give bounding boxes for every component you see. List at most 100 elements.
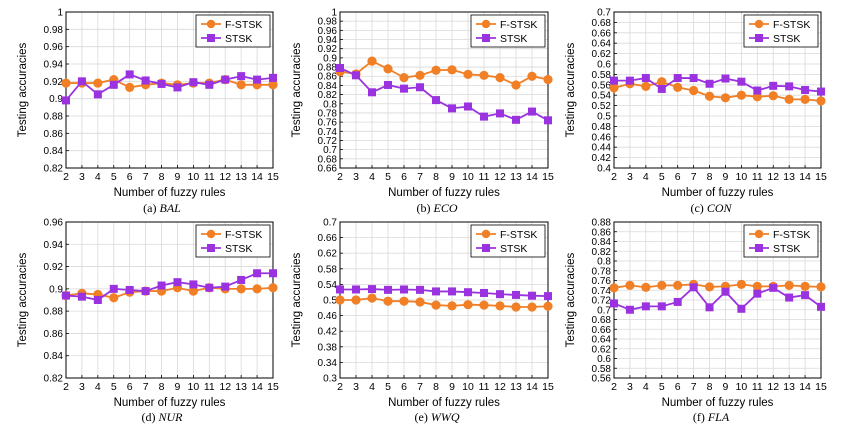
panel-caption: (e) WWQ — [415, 410, 460, 424]
data-point-f-stsk — [816, 96, 826, 106]
x-tick-label: 8 — [159, 171, 165, 183]
data-point-f-stsk — [657, 280, 667, 290]
y-tick-label: 0.88 — [592, 218, 612, 229]
legend-marker — [206, 19, 216, 29]
x-tick-label: 2 — [337, 381, 343, 393]
data-point-stsk — [62, 96, 70, 105]
x-tick-label: 7 — [691, 171, 697, 183]
y-tick-label: 0.5 — [323, 296, 337, 307]
y-tick-label: 0.86 — [44, 329, 64, 340]
data-point-f-stsk — [609, 283, 619, 293]
data-point-f-stsk — [673, 280, 683, 290]
chart-panel-wwq: 0.3 0.34 0.38 0.42 0.46 0.5 0.54 0.58 0.62 0.66 0.… — [291, 218, 554, 425]
y-tick-label: 1 — [331, 8, 337, 19]
data-point-stsk — [125, 70, 134, 79]
data-point-stsk — [384, 80, 392, 89]
y-tick-label: 0.84 — [44, 146, 64, 157]
data-point-f-stsk — [495, 301, 505, 311]
data-point-stsk — [737, 304, 746, 313]
panel-caption: (a) BAL — [143, 201, 181, 215]
data-point-stsk — [464, 288, 472, 297]
y-tick-label: 0.46 — [592, 132, 612, 143]
x-tick-label: 6 — [675, 381, 681, 393]
data-point-stsk — [641, 74, 650, 83]
data-point-f-stsk — [383, 296, 393, 306]
data-point-stsk — [173, 83, 182, 92]
data-point-f-stsk — [415, 297, 425, 307]
data-point-f-stsk — [511, 80, 521, 90]
y-tick-label: 0.7 — [597, 305, 611, 316]
data-point-stsk — [109, 80, 118, 89]
y-tick-label: 0.46 — [318, 311, 338, 322]
data-point-f-stsk — [704, 282, 715, 292]
data-point-stsk — [253, 75, 262, 84]
data-point-f-stsk — [800, 94, 810, 104]
x-tick-label: 10 — [736, 171, 748, 183]
y-axis-label: Testing accuracies — [291, 252, 303, 347]
panel-caption: (d) NUR — [142, 410, 184, 424]
y-tick-label: 0.62 — [592, 49, 612, 60]
x-tick-label: 10 — [462, 171, 474, 183]
x-tick-label: 15 — [542, 381, 554, 393]
y-tick-label: 0.34 — [318, 358, 338, 369]
data-point-f-stsk — [447, 65, 457, 75]
legend: F-STSK STSK — [195, 224, 271, 258]
x-tick-label: 6 — [675, 171, 681, 183]
x-tick-label: 3 — [79, 171, 85, 183]
x-tick-label: 4 — [95, 381, 101, 393]
legend-marker — [754, 229, 764, 239]
y-tick-label: 0.98 — [44, 25, 64, 36]
x-tick-label: 6 — [127, 381, 133, 393]
x-tick-label: 7 — [691, 381, 697, 393]
data-point-stsk — [769, 81, 778, 90]
data-point-f-stsk — [689, 85, 699, 96]
y-tick-label: 0.74 — [318, 127, 338, 138]
data-point-f-stsk — [415, 70, 425, 80]
x-tick-label: 10 — [736, 381, 748, 393]
x-tick-label: 2 — [63, 381, 69, 393]
data-point-stsk — [689, 74, 698, 83]
data-point-stsk — [205, 283, 214, 292]
y-tick-label: 0.42 — [592, 153, 612, 164]
chart-panel-fla: 0.560.580.60.620.640.660.680.70.720.740.… — [565, 218, 827, 425]
data-point-f-stsk — [673, 82, 683, 92]
data-point-stsk — [400, 285, 408, 294]
y-tick-label: 0.48 — [592, 122, 612, 133]
legend-label: STSK — [225, 33, 252, 45]
y-tick-label: 0.5 — [597, 112, 611, 123]
legend: F-STSK STSK — [195, 14, 271, 48]
data-point-stsk — [610, 299, 618, 308]
data-point-stsk — [817, 302, 825, 311]
data-point-f-stsk — [543, 301, 553, 311]
x-axis-label: Number of fuzzy rules — [388, 397, 500, 409]
data-point-stsk — [189, 78, 198, 87]
data-point-stsk — [817, 87, 825, 96]
data-point-stsk — [753, 86, 762, 95]
y-tick-label: 0.94 — [44, 60, 64, 71]
y-tick-label: 0.9 — [49, 94, 63, 105]
y-tick-label: 0.92 — [318, 44, 338, 55]
x-tick-label: 5 — [385, 171, 391, 183]
data-point-stsk — [544, 292, 552, 301]
y-tick-label: 0.82 — [592, 247, 612, 258]
y-tick-label: 0.96 — [44, 218, 64, 229]
data-point-f-stsk — [367, 56, 377, 66]
y-tick-label: 0.6 — [597, 354, 611, 365]
x-tick-label: 4 — [643, 381, 649, 393]
data-point-stsk — [705, 79, 714, 88]
data-point-stsk — [253, 269, 262, 278]
data-point-stsk — [785, 82, 794, 91]
legend-label: F-STSK — [225, 229, 262, 241]
legend-marker — [755, 34, 763, 42]
x-tick-label: 15 — [267, 171, 279, 183]
y-tick-label: 0.56 — [592, 80, 612, 91]
data-point-f-stsk — [188, 286, 198, 296]
y-tick-label: 0.84 — [318, 81, 338, 92]
data-point-stsk — [512, 115, 520, 124]
x-tick-label: 11 — [752, 171, 763, 183]
data-point-f-stsk — [109, 293, 119, 303]
data-point-stsk — [269, 73, 277, 82]
y-tick-label: 0.54 — [592, 91, 612, 102]
y-tick-label: 0.7 — [323, 145, 337, 156]
data-point-stsk — [336, 285, 344, 294]
